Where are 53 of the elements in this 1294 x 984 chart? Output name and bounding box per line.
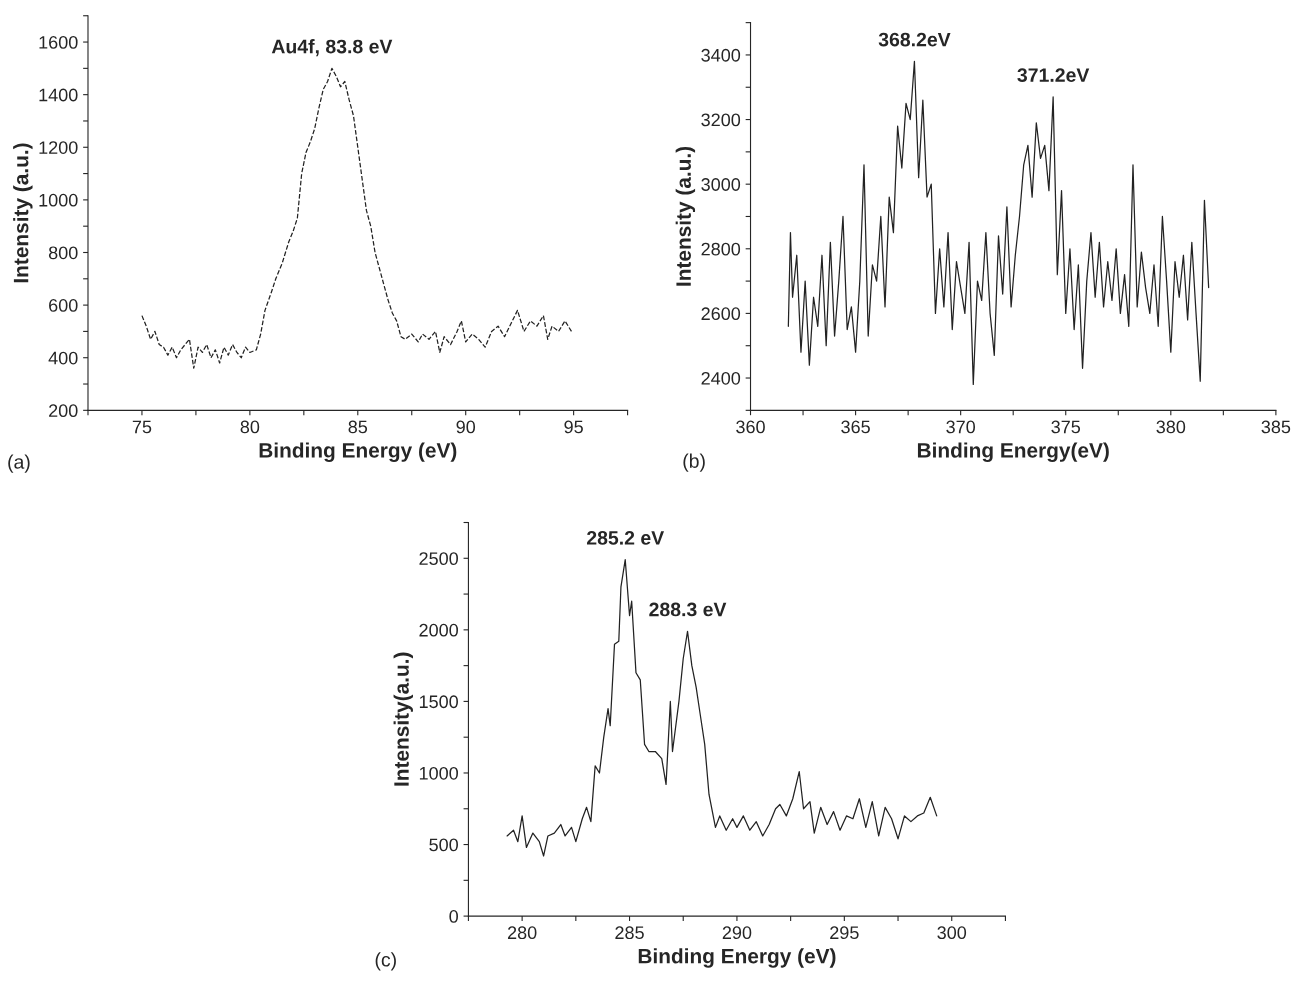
y-tick-label: 1400	[39, 88, 78, 102]
annotation: 285.2 eV	[586, 530, 665, 545]
x-tick-label: 370	[946, 420, 976, 434]
x-tick-label: 85	[348, 420, 368, 434]
x-axis-title: Binding Energy (eV)	[638, 948, 836, 968]
y-tick-label: 1600	[39, 35, 78, 49]
y-axis-title: Intensity(a.u.)	[393, 652, 413, 786]
x-tick-label: 95	[564, 420, 583, 434]
line-series	[141, 67, 573, 369]
x-tick-label: 290	[722, 926, 752, 940]
y-tick-label: 3200	[701, 113, 741, 127]
x-tick-label: 295	[830, 926, 859, 940]
x-axis-title: Binding Energy(eV)	[917, 442, 1109, 462]
y-tick-label: 1000	[419, 766, 458, 780]
y-axis-title: Intensity (a.u.)	[13, 143, 33, 283]
y-tick-label: 2800	[701, 242, 741, 256]
x-tick-label: 300	[937, 926, 967, 940]
y-tick-label: 2600	[701, 307, 741, 321]
y-tick-label: 1000	[39, 193, 78, 207]
annotation: 368.2eV	[878, 32, 951, 47]
y-tick-label: 800	[48, 246, 78, 260]
x-tick-label: 380	[1156, 420, 1186, 434]
text: (a)	[8, 454, 30, 473]
text: (b)	[683, 453, 705, 472]
line-series	[506, 559, 938, 857]
y-tick-label: 600	[49, 299, 78, 312]
x-tick-label: 75	[132, 420, 152, 434]
x-tick-label: 90	[456, 420, 476, 434]
y-tick-label: 2500	[419, 552, 458, 566]
x-axis-title: Binding Energy (eV)	[259, 442, 457, 462]
y-tick-label: 2400	[701, 371, 741, 385]
x-tick-label: 360	[736, 420, 765, 434]
annotation: 371.2eV	[1017, 68, 1090, 83]
y-axis-title: Intensity (a.u.)	[675, 146, 696, 286]
y-tick-label: 2000	[419, 623, 458, 637]
line-series	[787, 60, 1210, 386]
x-tick-label: 80	[240, 420, 260, 434]
annotation: 288.3 eV	[649, 602, 727, 617]
annotation: Au4f, 83.8 eV	[271, 39, 393, 57]
x-tick-label: 285	[615, 926, 644, 940]
y-tick-label: 1500	[419, 695, 458, 709]
y-tick-label: 0	[449, 910, 458, 923]
text: (c)	[375, 952, 396, 971]
y-tick-label: 500	[429, 838, 458, 852]
y-tick-label: 1200	[39, 141, 78, 154]
y-tick-label: 3000	[701, 178, 741, 191]
x-tick-label: 385	[1261, 420, 1291, 434]
y-tick-label: 3400	[701, 48, 741, 62]
x-tick-label: 365	[841, 420, 870, 434]
x-tick-label: 375	[1051, 420, 1081, 434]
x-tick-label: 280	[507, 926, 537, 940]
y-tick-label: 400	[48, 351, 78, 365]
y-tick-label: 200	[49, 404, 78, 418]
